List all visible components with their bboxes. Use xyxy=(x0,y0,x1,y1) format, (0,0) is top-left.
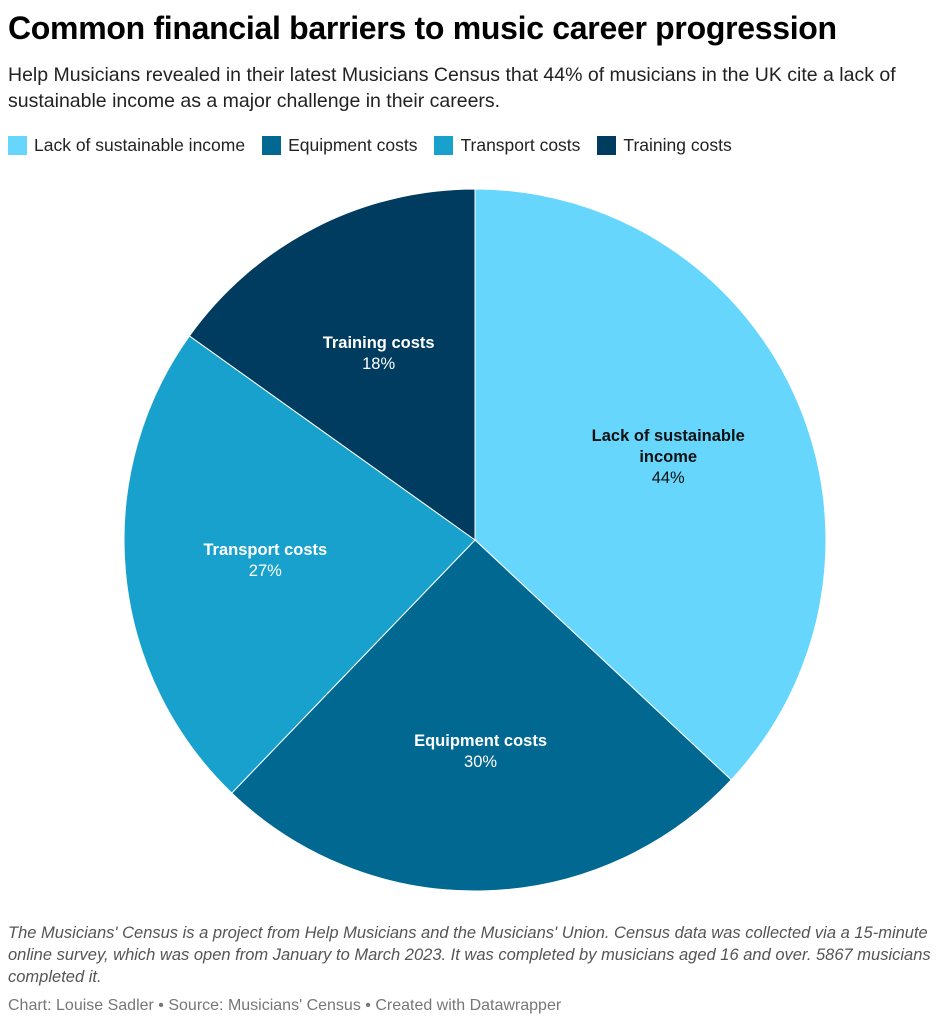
slice-label-text: Equipment costs 30% xyxy=(414,732,547,771)
legend-label: Equipment costs xyxy=(288,134,418,155)
chart-title: Common financial barriers to music caree… xyxy=(8,10,837,46)
slice-label-value: 27% xyxy=(249,562,282,580)
slice-label-name: Training costs xyxy=(323,334,435,352)
legend-swatch xyxy=(8,135,27,155)
slice-label-transport-costs: Transport costs 27% xyxy=(203,541,327,580)
chart-credit: Chart: Louise Sadler • Source: Musicians… xyxy=(8,997,562,1014)
chart-legend: Lack of sustainable income Equipment cos… xyxy=(8,133,732,157)
legend-swatch xyxy=(597,135,617,155)
legend-swatch xyxy=(434,135,454,155)
slice-label-name: Transport costs xyxy=(203,541,327,559)
chart-subtitle: Help Musicians revealed in their latest … xyxy=(8,64,896,112)
legend-item-transport-costs: Transport costs xyxy=(434,135,580,156)
slice-label-text: Lack of sustainable income 44% xyxy=(592,427,745,487)
chart-notes: The Musicians' Census is a project from … xyxy=(8,924,931,986)
slice-label-lack-of-sustainable-income: Lack of sustainable income 44% xyxy=(592,427,745,487)
pie-slice-transport-costs xyxy=(123,335,476,794)
legend-label: Transport costs xyxy=(460,134,581,155)
legend-item-lack-of-sustainable-income: Lack of sustainable income xyxy=(8,135,245,156)
slice-label-value: 18% xyxy=(362,355,395,373)
pie-slice-training-costs xyxy=(188,188,476,541)
slice-label-value: 44% xyxy=(652,469,685,487)
slice-label-text: Transport costs 27% xyxy=(203,541,327,580)
slice-label-name: income xyxy=(639,448,697,466)
pie-chart: Lack of sustainable income 44% Equipment co… xyxy=(123,188,827,892)
slice-label-name: Equipment costs xyxy=(414,732,547,750)
legend-swatch xyxy=(262,135,282,155)
legend-label: Lack of sustainable income xyxy=(34,134,246,155)
pie-slice-equipment-costs xyxy=(231,539,732,892)
slice-label-value: 30% xyxy=(464,753,497,771)
slice-label-text: Training costs 18% xyxy=(323,334,435,373)
slice-label-training-costs: Training costs 18% xyxy=(323,334,435,373)
legend-item-training-costs: Training costs xyxy=(597,134,732,156)
pie-slice-lack-of-sustainable-income xyxy=(474,188,827,781)
slice-label-equipment-costs: Equipment costs 30% xyxy=(414,732,547,771)
legend-label: Training costs xyxy=(623,134,732,155)
legend-item-equipment-costs: Equipment costs xyxy=(262,135,417,156)
slice-label-name: Lack of sustainable xyxy=(592,427,745,445)
